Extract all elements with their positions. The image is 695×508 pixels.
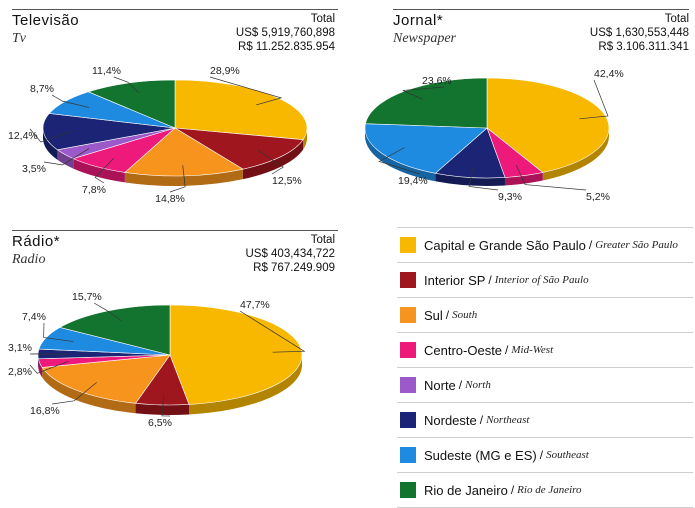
legend-item: Sul/South xyxy=(397,298,693,333)
data-label-nordeste: 12,4% xyxy=(8,130,38,142)
legend-translation: Greater São Paulo xyxy=(595,239,678,251)
legend-translation: South xyxy=(452,309,477,321)
data-label-nordeste: 9,3% xyxy=(498,191,522,203)
data-label-rio-de-janeiro: 15,7% xyxy=(72,291,102,303)
legend-label: Sul xyxy=(424,308,443,323)
legend-swatch xyxy=(400,482,416,498)
data-label-centro-oeste: 2,8% xyxy=(8,366,32,378)
data-label-sudeste-mg-e-es: 7,4% xyxy=(22,311,46,323)
newspaper-pie-chart: 42,4% 5,2% 9,3% 19,4% 23,6% xyxy=(350,0,695,230)
legend-label: Nordeste xyxy=(424,413,477,428)
legend-swatch xyxy=(400,307,416,323)
data-label-sul: 16,8% xyxy=(30,405,60,417)
data-label-centro-oeste: 7,8% xyxy=(82,184,106,196)
legend-separator: / xyxy=(589,238,592,252)
legend-item: Interior SP/ Interior of São Paulo xyxy=(397,263,693,298)
tv-pie-chart: 28,9% 12,5% 14,8% 7,8% 3,5% 12,4% 8,7% 11,4% xyxy=(0,0,350,230)
legend-swatch xyxy=(400,377,416,393)
legend-translation: Northeast xyxy=(486,414,529,426)
legend-translation: North xyxy=(465,379,491,391)
legend-item: Rio de Janeiro/Rio de Janeiro xyxy=(397,473,693,508)
data-label-interior-sp: 12,5% xyxy=(272,175,302,187)
data-label-rio-de-janeiro: 11,4% xyxy=(92,65,121,77)
data-label-rio-de-janeiro: 23,6% xyxy=(422,75,452,87)
legend-item: Sudeste (MG e ES)/Southeast xyxy=(397,438,693,473)
legend-item: Centro-Oeste/Mid-West xyxy=(397,333,693,368)
legend-separator: / xyxy=(540,448,543,462)
legend-translation: Mid-West xyxy=(511,344,553,356)
legend-translation: Rio de Janeiro xyxy=(517,484,581,496)
data-label-sudeste-mg-e-es: 8,7% xyxy=(30,83,54,95)
data-label-sul: 14,8% xyxy=(155,193,185,205)
legend-swatch xyxy=(400,342,416,358)
legend-separator: / xyxy=(446,308,449,322)
legend-item: Norte/North xyxy=(397,368,693,403)
legend-translation: Southeast xyxy=(546,449,589,461)
legend-separator: / xyxy=(459,378,462,392)
legend-swatch xyxy=(400,237,416,253)
radio-pie-chart: 47,7% 6,5% 16,8% 2,8% 3,1% 7,4% 15,7% xyxy=(0,230,350,485)
legend-label: Interior SP xyxy=(424,273,485,288)
data-label-nordeste: 3,1% xyxy=(8,342,32,354)
data-label-centro-oeste: 5,2% xyxy=(586,191,610,203)
legend-swatch xyxy=(400,412,416,428)
legend-label: Centro-Oeste xyxy=(424,343,502,358)
legend-item: Nordeste/Northeast xyxy=(397,403,693,438)
data-label-capital-e-grande-sao-paulo: 47,7% xyxy=(240,299,270,311)
legend-swatch xyxy=(400,272,416,288)
legend-translation: Interior of São Paulo xyxy=(495,274,589,286)
legend-label: Sudeste (MG e ES) xyxy=(424,448,537,463)
legend-label: Norte xyxy=(424,378,456,393)
legend-label: Capital e Grande São Paulo xyxy=(424,238,586,253)
legend-separator: / xyxy=(505,343,508,357)
data-label-sudeste-mg-e-es: 19,4% xyxy=(398,175,428,187)
data-label-capital-e-grande-sao-paulo: 42,4% xyxy=(594,68,624,80)
legend-separator: / xyxy=(511,483,514,497)
data-label-norte: 3,5% xyxy=(22,163,46,175)
legend-separator: / xyxy=(488,273,491,287)
data-label-capital-e-grande-sao-paulo: 28,9% xyxy=(210,65,240,77)
legend-item: Capital e Grande São Paulo/Greater São P… xyxy=(397,227,693,263)
legend-swatch xyxy=(400,447,416,463)
legend: Capital e Grande São Paulo/Greater São P… xyxy=(397,227,693,508)
data-label-interior-sp: 6,5% xyxy=(148,417,172,429)
legend-separator: / xyxy=(480,413,483,427)
